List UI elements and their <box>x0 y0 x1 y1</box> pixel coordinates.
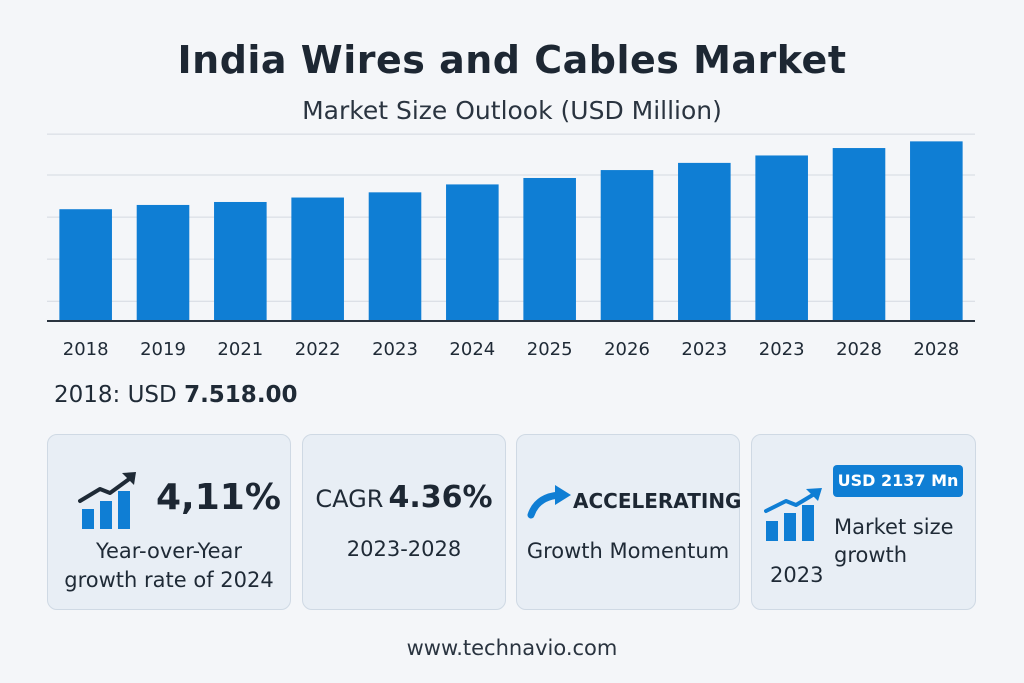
yoy-caption-line2: growth rate of 2024 <box>64 568 274 592</box>
market-size-badge: USD 2137 Mn <box>833 465 963 497</box>
x-tick-label-11: 2028 <box>913 339 959 360</box>
bar-6 <box>523 177 576 321</box>
x-tick-label-5: 2024 <box>449 339 495 360</box>
x-tick-label-2: 2021 <box>217 339 263 360</box>
source-footer: www.technavio.com <box>406 636 618 660</box>
x-tick-label-9: 2023 <box>759 339 805 360</box>
curved-arrow-icon <box>527 485 571 519</box>
chart-title: India Wires and Cables Market <box>177 38 847 82</box>
bar-8 <box>678 162 731 321</box>
cagr-value: 4.36% <box>388 480 493 515</box>
momentum-caption: Growth Momentum <box>526 539 730 563</box>
bar-0 <box>59 209 112 321</box>
bar-chart: 2018 2019 2021 2022 2023 2024 2025 2026 2023 2023… <box>47 133 975 360</box>
market-size-caption-line2: growth <box>834 543 908 567</box>
first-year-label: 2018: USD <box>54 382 177 408</box>
bar-5 <box>446 184 499 321</box>
cagr-row: CAGR 4.36% <box>303 480 505 515</box>
cagr-card: CAGR 4.36% 2023-2028 <box>302 434 506 610</box>
x-tick-label-3: 2022 <box>295 339 341 360</box>
yoy-caption-line1: Year-over-Year <box>95 539 243 563</box>
cagr-period: 2023-2028 <box>346 537 462 561</box>
bar-4 <box>368 192 422 321</box>
bar-10 <box>832 148 886 321</box>
bar-11 <box>910 141 963 321</box>
first-year-amount: 7.518.00 <box>184 382 298 408</box>
bar-1 <box>136 204 190 321</box>
yoy-card: 4,11% Year-over-Year growth rate of 2024 <box>47 434 291 610</box>
x-tick-label-6: 2025 <box>527 339 573 360</box>
x-tick-label-10: 2028 <box>836 339 882 360</box>
momentum-label: ACCELERATING <box>573 489 742 513</box>
bar-7 <box>600 170 654 321</box>
growth-chart-icon <box>764 488 822 541</box>
yoy-value: 4,11% <box>156 477 281 518</box>
growth-chart-icon <box>78 472 136 529</box>
momentum-card: ACCELERATING Growth Momentum <box>516 434 742 610</box>
x-tick-label-4: 2023 <box>372 339 418 360</box>
bar-9 <box>755 155 808 321</box>
market-size-year: 2023 <box>770 563 824 587</box>
x-tick-label-8: 2023 <box>681 339 727 360</box>
x-tick-label-0: 2018 <box>63 339 109 360</box>
market-size-card: USD 2137 Mn Market size growth 2023 <box>751 434 976 610</box>
first-year-value: 2018: USD 7.518.00 <box>54 382 298 408</box>
chart-subtitle: Market Size Outlook (USD Million) <box>302 96 722 125</box>
cagr-label: CAGR <box>315 485 384 513</box>
bar-2 <box>214 201 267 321</box>
x-tick-label-1: 2019 <box>140 339 186 360</box>
market-size-caption-line1: Market size <box>834 515 954 539</box>
bar-3 <box>291 197 344 321</box>
x-tick-label-7: 2026 <box>604 339 650 360</box>
